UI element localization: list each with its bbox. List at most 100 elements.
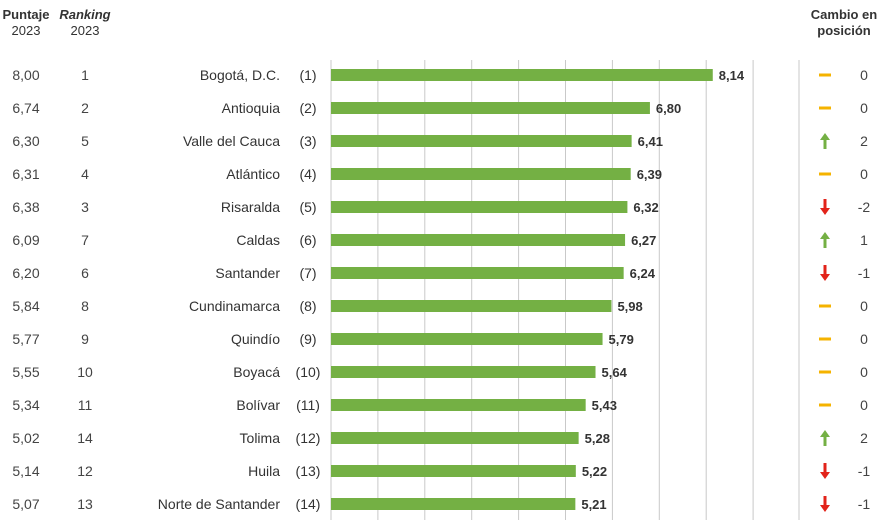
rank-label: (6) (299, 232, 316, 248)
ranking-value: 2 (81, 100, 89, 116)
puntaje-year: 2023 (12, 23, 41, 38)
table-row: 6,30 5 Valle del Cauca (3) 6,41 2 (12, 133, 868, 149)
puntaje-value: 5,14 (12, 463, 39, 479)
bar-value-label: 5,64 (602, 365, 628, 380)
bar (331, 333, 603, 345)
rank-label: (10) (296, 364, 321, 380)
puntaje-value: 6,74 (12, 100, 39, 116)
arrow-up-icon (820, 133, 830, 149)
table-row: 5,55 10 Boyacá (10) 5,64 0 (12, 364, 868, 380)
rank-label: (2) (299, 100, 316, 116)
puntaje-value: 5,84 (12, 298, 39, 314)
ranking-value: 7 (81, 232, 89, 248)
change-value: 0 (860, 100, 868, 116)
department-name: Cundinamarca (189, 298, 280, 314)
department-name: Quindío (231, 331, 280, 347)
ranking-value: 6 (81, 265, 89, 281)
bar (331, 366, 596, 378)
no-change-dash-icon (819, 106, 831, 110)
ranking-value: 12 (77, 463, 93, 479)
table-row: 6,31 4 Atlántico (4) 6,39 0 (12, 166, 868, 182)
bar (331, 300, 612, 312)
ranking-value: 10 (77, 364, 93, 380)
department-name: Caldas (236, 232, 280, 248)
change-value: 0 (860, 397, 868, 413)
table-row: 5,34 11 Bolívar (11) 5,43 0 (12, 397, 868, 413)
table-row: 6,20 6 Santander (7) 6,24 -1 (12, 265, 870, 281)
ranking-value: 1 (81, 67, 89, 83)
bar (331, 102, 650, 114)
arrow-down-icon (820, 463, 830, 479)
rank-label: (14) (296, 496, 321, 512)
bar-value-label: 5,43 (592, 398, 617, 413)
bar-value-label: 8,14 (719, 68, 745, 83)
puntaje-value: 6,20 (12, 265, 39, 281)
change-value: 0 (860, 331, 868, 347)
puntaje-header: Puntaje (3, 7, 50, 22)
ranking-value: 8 (81, 298, 89, 314)
bar (331, 234, 626, 246)
puntaje-value: 5,07 (12, 496, 39, 512)
bar-value-label: 5,79 (609, 332, 634, 347)
puntaje-value: 8,00 (12, 67, 39, 83)
table-row: 5,07 13 Norte de Santander (14) 5,21 -1 (12, 496, 870, 512)
department-name: Antioquia (222, 100, 281, 116)
change-value: -2 (858, 199, 871, 215)
change-value: 1 (860, 232, 868, 248)
department-name: Huila (248, 463, 280, 479)
change-value: 0 (860, 364, 868, 380)
change-value: -1 (858, 265, 871, 281)
department-name: Santander (215, 265, 280, 281)
bar-value-label: 5,21 (581, 497, 606, 512)
change-value: -1 (858, 496, 871, 512)
bar-value-label: 5,98 (617, 299, 642, 314)
bar-value-label: 6,41 (638, 134, 663, 149)
table-row: 5,84 8 Cundinamarca (8) 5,98 0 (12, 298, 868, 314)
no-change-dash-icon (819, 370, 831, 374)
bar-value-label: 5,28 (585, 431, 610, 446)
bar (331, 69, 713, 81)
bar (331, 201, 628, 213)
puntaje-value: 5,55 (12, 364, 39, 380)
rank-label: (8) (299, 298, 316, 314)
puntaje-value: 5,02 (12, 430, 39, 446)
department-name: Atlántico (226, 166, 280, 182)
arrow-down-icon (820, 265, 830, 281)
department-name: Risaralda (221, 199, 280, 215)
rank-label: (11) (296, 397, 320, 413)
arrow-up-icon (820, 430, 830, 446)
puntaje-value: 6,31 (12, 166, 39, 182)
rank-label: (12) (296, 430, 321, 446)
puntaje-value: 6,38 (12, 199, 39, 215)
puntaje-value: 5,34 (12, 397, 39, 413)
ranking-value: 11 (78, 397, 93, 413)
ranking-value: 5 (81, 133, 89, 149)
rank-label: (3) (299, 133, 316, 149)
bar-value-label: 6,32 (633, 200, 658, 215)
no-change-dash-icon (819, 403, 831, 407)
puntaje-value: 6,30 (12, 133, 39, 149)
bar (331, 135, 632, 147)
bar-value-label: 6,39 (637, 167, 662, 182)
rank-label: (4) (299, 166, 316, 182)
ranking-header: Ranking (59, 7, 110, 22)
bar (331, 498, 576, 510)
change-value: 0 (860, 298, 868, 314)
change-value: 0 (860, 67, 868, 83)
bar (331, 399, 586, 411)
bar-value-label: 5,22 (582, 464, 607, 479)
ranking-value: 13 (77, 496, 93, 512)
no-change-dash-icon (819, 337, 831, 341)
rank-label: (1) (299, 67, 316, 83)
table-row: 8,00 1 Bogotá, D.C. (1) 8,14 0 (12, 67, 868, 83)
bar-value-label: 6,80 (656, 101, 681, 116)
table-row: 5,14 12 Huila (13) 5,22 -1 (12, 463, 870, 479)
cambio-header-line1: Cambio en (811, 7, 878, 22)
change-value: -1 (858, 463, 871, 479)
ranking-value: 3 (81, 199, 89, 215)
change-value: 0 (860, 166, 868, 182)
arrow-down-icon (820, 199, 830, 215)
department-name: Tolima (240, 430, 281, 446)
rank-label: (13) (296, 463, 321, 479)
table-row: 6,38 3 Risaralda (5) 6,32 -2 (12, 199, 870, 215)
